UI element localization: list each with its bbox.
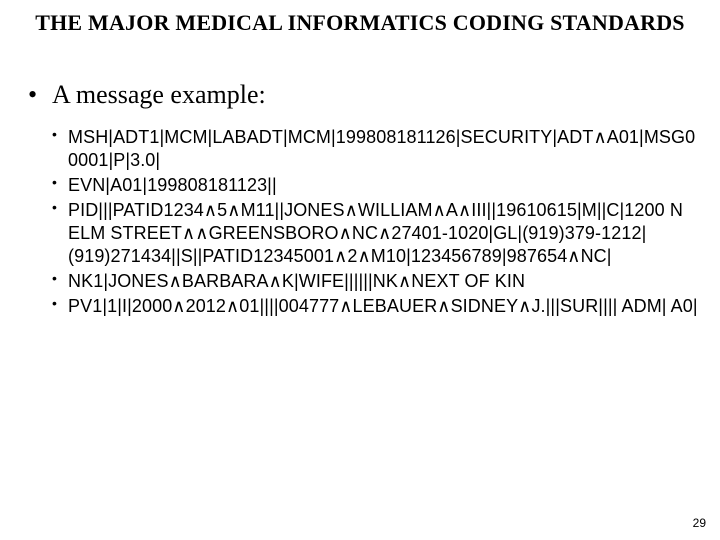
- slide: THE MAJOR MEDICAL INFORMATICS CODING STA…: [0, 0, 720, 540]
- sub-bullet-item: PV1|1|I|2000∧2012∧01||||004777∧LEBAUER∧S…: [52, 295, 700, 318]
- slide-number: 29: [693, 516, 706, 530]
- sub-bullet-item: EVN|A01|199808181123||: [52, 174, 700, 197]
- main-bullet: A message example:: [28, 80, 700, 110]
- slide-title: THE MAJOR MEDICAL INFORMATICS CODING STA…: [0, 10, 720, 36]
- sub-bullet-list: MSH|ADT1|MCM|LABADT|MCM|199808181126|SEC…: [28, 126, 700, 318]
- content-area: A message example: MSH|ADT1|MCM|LABADT|M…: [28, 80, 700, 320]
- sub-bullet-item: PID|||PATID1234∧5∧M11||JONES∧WILLIAM∧A∧I…: [52, 199, 700, 268]
- sub-bullet-item: MSH|ADT1|MCM|LABADT|MCM|199808181126|SEC…: [52, 126, 700, 172]
- sub-bullet-item: NK1|JONES∧BARBARA∧K|WIFE||||||NK∧NEXT OF…: [52, 270, 700, 293]
